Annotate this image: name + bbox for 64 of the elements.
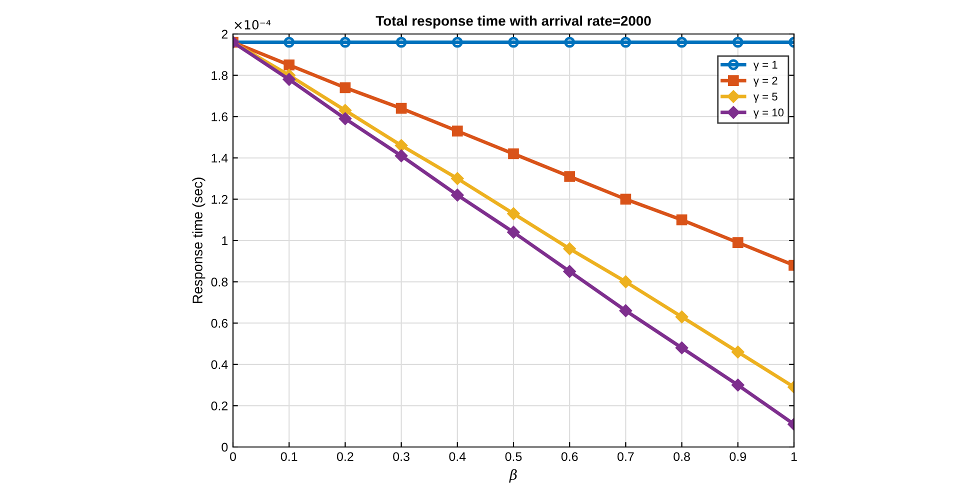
point — [284, 60, 295, 70]
y-axis-title: Response time (sec) — [192, 178, 206, 304]
point — [676, 310, 688, 324]
point — [339, 112, 352, 125]
point — [620, 194, 632, 205]
x-tick-label: 0.9 — [730, 452, 746, 462]
point — [507, 226, 520, 238]
x-tick-label: 0.8 — [674, 452, 690, 462]
point — [451, 172, 464, 185]
point — [282, 73, 296, 86]
point — [676, 214, 688, 226]
point — [563, 265, 576, 278]
point — [452, 126, 463, 136]
legend-label: γ = 2 — [753, 76, 778, 87]
y-tick-label: 1.4 — [212, 154, 228, 162]
y-tick-label: 0.2 — [211, 402, 228, 410]
x-tick-label: 1 — [791, 452, 797, 461]
point — [732, 346, 744, 358]
point — [396, 102, 407, 114]
y-tick-label: 0.8 — [211, 278, 228, 286]
point — [564, 36, 576, 48]
point — [676, 36, 688, 48]
x-axis-title: β — [509, 469, 517, 483]
x-tick-label: 0 — [230, 452, 236, 462]
chart-title: Total response time with arrival rate=2000 — [376, 16, 651, 29]
x-tick-label: 0.4 — [449, 452, 466, 462]
legend-label: γ = 5 — [753, 92, 778, 103]
point — [340, 82, 351, 94]
point — [676, 342, 688, 354]
point — [395, 150, 408, 162]
point — [508, 148, 519, 160]
point — [620, 276, 632, 288]
point — [732, 36, 744, 48]
point — [284, 36, 295, 48]
point — [563, 242, 576, 255]
y-tick-label: 1.6 — [212, 112, 228, 122]
point — [732, 378, 744, 392]
y-tick-label: 0.4 — [211, 360, 228, 370]
legend-label: γ = 1 — [753, 60, 778, 71]
y-tick-label: 1 — [222, 236, 228, 246]
y-tick-label: 2 — [222, 30, 228, 39]
point — [620, 36, 632, 48]
point — [451, 188, 464, 202]
x-tick-label: 0.3 — [393, 452, 410, 462]
x-tick-label: 0.6 — [561, 452, 578, 462]
y-tick-label: 1.2 — [212, 195, 228, 204]
x-tick-label: 0.7 — [618, 452, 634, 462]
text: ×10⁻⁴ — [234, 20, 271, 30]
legend-label: γ = 10 — [753, 108, 784, 119]
point — [507, 207, 520, 220]
point — [564, 171, 576, 182]
x-tick-label: 0.2 — [337, 452, 354, 462]
point — [395, 139, 408, 152]
point — [732, 237, 744, 248]
y-tick-label: 0 — [222, 442, 228, 452]
y-tick-label: 0.6 — [211, 318, 228, 328]
point — [508, 36, 519, 48]
point — [452, 36, 463, 48]
y-tick-label: 1.8 — [212, 71, 228, 80]
x-tick-label: 0.5 — [505, 452, 522, 462]
point — [396, 36, 407, 48]
point — [340, 36, 351, 48]
x-tick-label: 0.1 — [280, 452, 298, 462]
point — [620, 304, 632, 317]
